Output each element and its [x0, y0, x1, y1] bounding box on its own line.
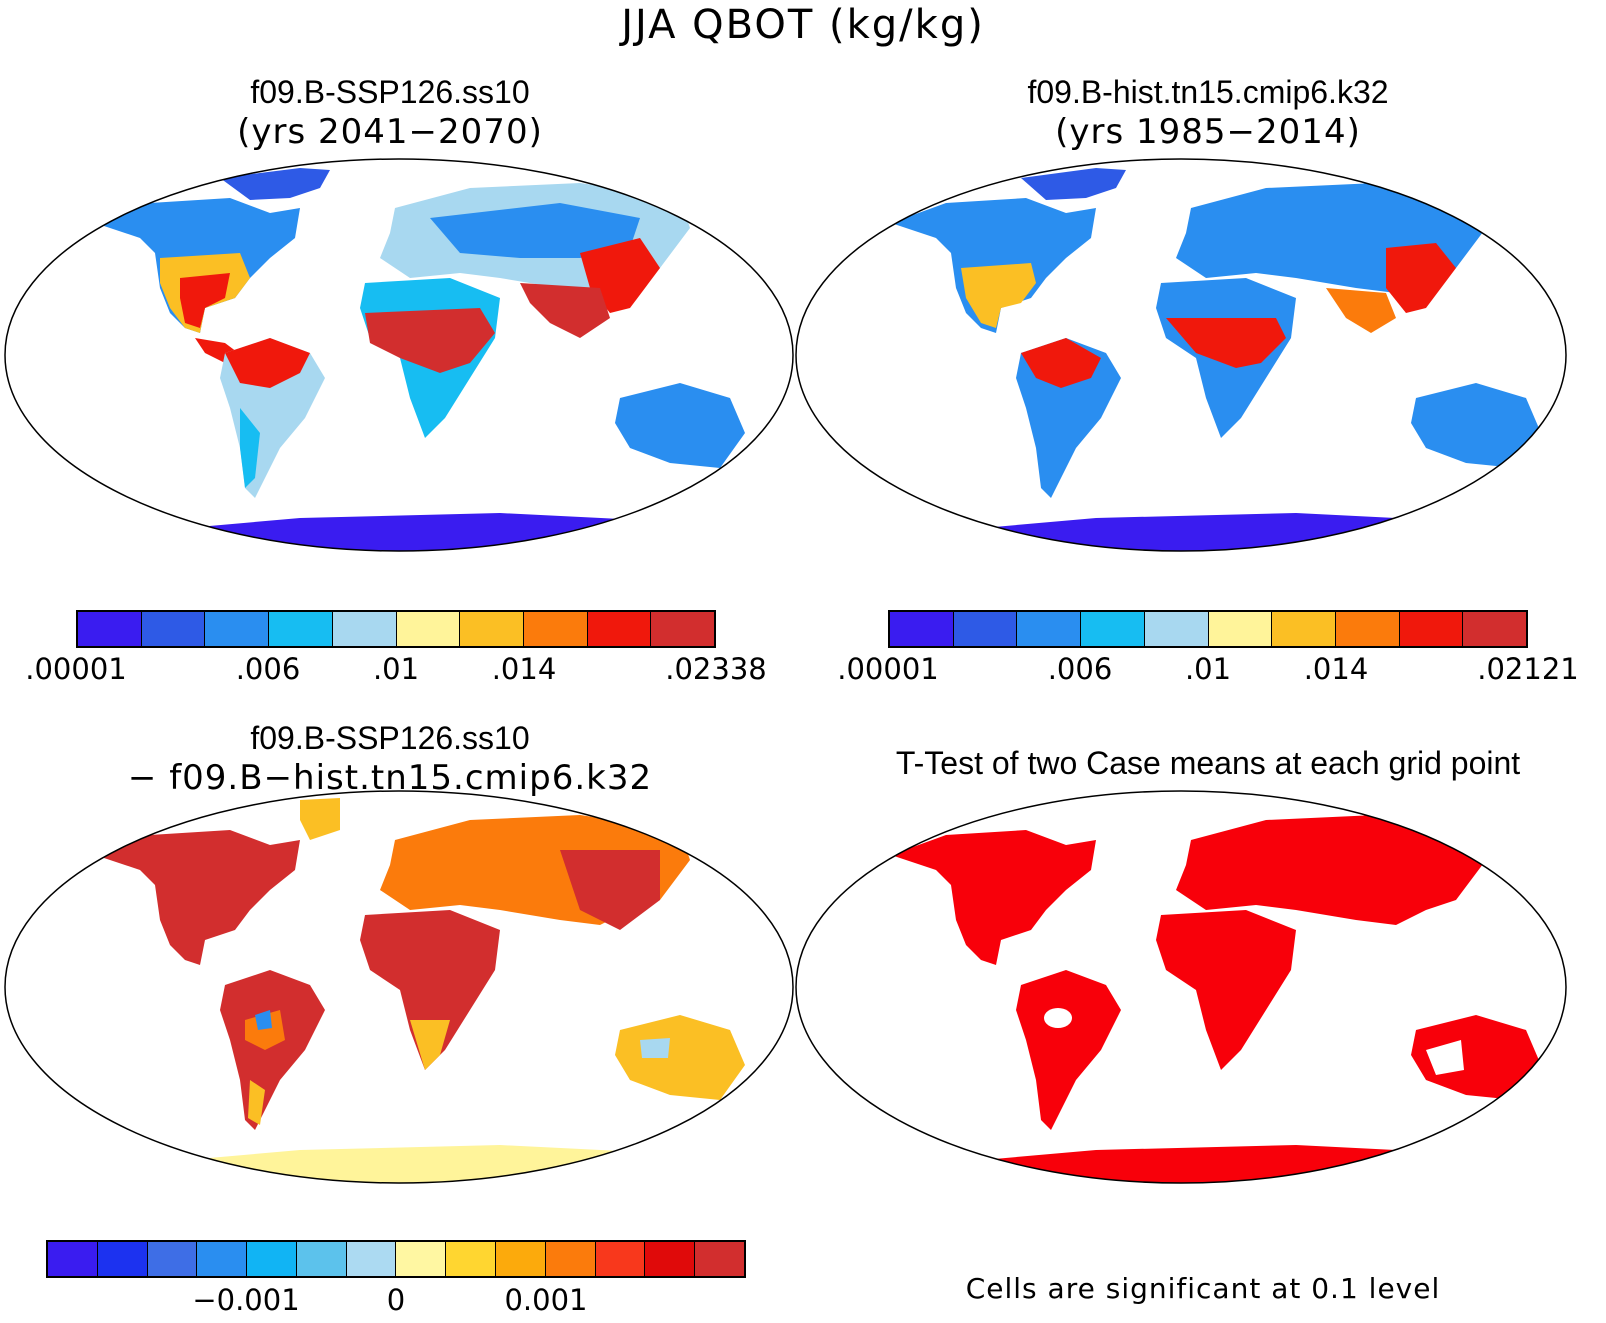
- colorbar-swatch: [496, 1242, 546, 1276]
- cb2-tick-label: .006: [1047, 652, 1113, 686]
- colorbar-swatch: [890, 612, 954, 646]
- colorbar-swatch: [523, 612, 588, 646]
- colorbar-swatch: [1463, 612, 1527, 646]
- panel4-title: T-Test of two Case means at each grid po…: [895, 745, 1521, 781]
- ttest-significance-note: Cells are significant at 0.1 level: [965, 1272, 1441, 1305]
- cb1-tick-label: .006: [235, 652, 301, 686]
- cb2-tick-label: .014: [1303, 652, 1369, 686]
- map-panel-future: [4, 158, 794, 552]
- colorbar-swatch: [78, 612, 142, 646]
- map-panel-historical: [795, 158, 1567, 552]
- colorbar-difference-ticks: −0.001 0 0.001: [46, 1283, 746, 1323]
- colorbar-historical: [888, 610, 1528, 648]
- cb2-tick-label: .02121: [1477, 652, 1579, 686]
- cb2-tick-label: .01: [1184, 652, 1232, 686]
- colorbar-swatch: [346, 1242, 397, 1276]
- colorbar-swatch: [545, 1242, 596, 1276]
- colorbar-swatch: [48, 1242, 98, 1276]
- colorbar-swatch: [645, 1242, 696, 1276]
- colorbar-future-ticks: .00001 .006 .01 .014 .02338: [25, 652, 766, 692]
- cb1-tick-label: .02338: [665, 652, 767, 686]
- panel3-title: f09.B-SSP126.ss10: [250, 720, 530, 756]
- colorbar-swatch: [1272, 612, 1336, 646]
- colorbar-swatch: [396, 612, 461, 646]
- colorbar-swatch: [446, 1242, 497, 1276]
- cb1-tick-label: .014: [491, 652, 557, 686]
- colorbar-swatch: [332, 612, 397, 646]
- colorbar-swatch: [953, 612, 1018, 646]
- colorbar-swatch: [1399, 612, 1464, 646]
- colorbar-swatch: [595, 1242, 646, 1276]
- cb2-tick-label: .00001: [837, 652, 939, 686]
- colorbar-swatch: [97, 1242, 148, 1276]
- colorbar-historical-ticks: .00001 .006 .01 .014 .02121: [837, 652, 1578, 692]
- colorbar-swatch: [460, 612, 524, 646]
- colorbar-swatch: [651, 612, 715, 646]
- colorbar-swatch: [1208, 612, 1273, 646]
- cb1-tick-label: .01: [372, 652, 420, 686]
- colorbar-swatch: [1081, 612, 1145, 646]
- colorbar-swatch: [695, 1242, 744, 1276]
- colorbar-swatch: [587, 612, 652, 646]
- colorbar-swatch: [247, 1242, 297, 1276]
- cb3-tick-label: −0.001: [192, 1283, 300, 1317]
- panel2-title: f09.B-hist.tn15.cmip6.k32: [1027, 74, 1389, 110]
- cb3-tick-label: 0.001: [504, 1283, 588, 1317]
- colorbar-future: [76, 610, 716, 648]
- map-panel-ttest: [795, 790, 1567, 1184]
- cb3-tick-label: 0: [386, 1283, 406, 1317]
- colorbar-swatch: [197, 1242, 248, 1276]
- colorbar-swatch: [269, 612, 333, 646]
- panel1-title: f09.B-SSP126.ss10: [250, 74, 530, 110]
- colorbar-swatch: [141, 612, 206, 646]
- panel2-subtitle: (yrs 1985−2014): [1055, 112, 1361, 152]
- cb1-tick-label: .00001: [25, 652, 127, 686]
- colorbar-difference: [46, 1240, 746, 1278]
- figure-title: JJA QBOT (kg/kg): [621, 2, 985, 48]
- map-panel-difference: [4, 790, 794, 1184]
- colorbar-swatch: [296, 1242, 347, 1276]
- colorbar-swatch: [205, 612, 270, 646]
- colorbar-swatch: [396, 1242, 447, 1276]
- colorbar-swatch: [147, 1242, 198, 1276]
- panel1-subtitle: (yrs 2041−2070): [237, 112, 543, 152]
- colorbar-swatch: [1017, 612, 1082, 646]
- colorbar-swatch: [1335, 612, 1400, 646]
- colorbar-swatch: [1144, 612, 1209, 646]
